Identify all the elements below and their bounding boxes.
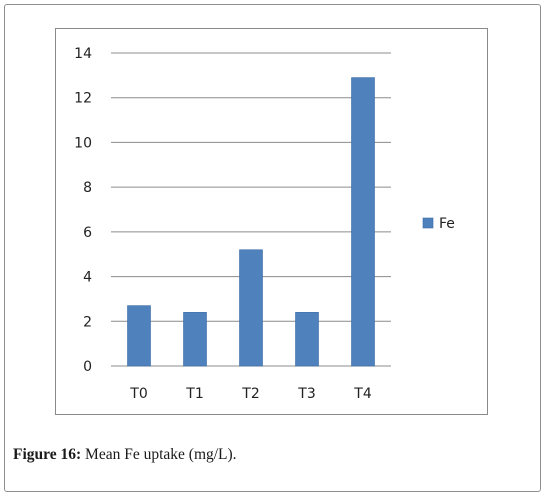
bar-t3 [295,312,319,367]
figure-caption-label: Figure 16: [13,446,82,463]
y-tick-label: 10 [74,135,92,151]
bar-t1 [183,312,207,367]
y-tick-label: 2 [83,314,92,330]
bar-t2 [239,249,263,367]
x-tick-label-t0: T0 [129,386,147,402]
legend: Fe [422,216,455,232]
x-tick-label-t1: T1 [185,386,203,402]
y-tick-label: 12 [74,91,92,107]
y-tick-label: 8 [83,180,92,196]
bar-t4 [351,77,375,367]
chart-area [55,28,488,415]
y-tick-label: 6 [83,225,92,241]
bars [127,77,375,367]
figure-caption: Figure 16: Mean Fe uptake (mg/L). [13,446,237,464]
x-tick-label-t3: T3 [297,386,315,402]
y-axis-ticks: 0 2 4 6 8 10 12 14 [74,46,92,375]
x-axis-ticks: T0 T1 T2 T3 T4 [129,386,372,402]
legend-label: Fe [439,216,455,232]
x-tick-label-t2: T2 [241,386,259,402]
figure-caption-text: Mean Fe uptake (mg/L). [85,446,237,463]
y-tick-label: 14 [74,46,92,62]
y-tick-label: 0 [83,359,92,375]
y-tick-label: 4 [83,270,92,286]
bar-t0 [127,305,151,367]
x-tick-label-t4: T4 [353,386,372,402]
legend-swatch [422,217,434,229]
